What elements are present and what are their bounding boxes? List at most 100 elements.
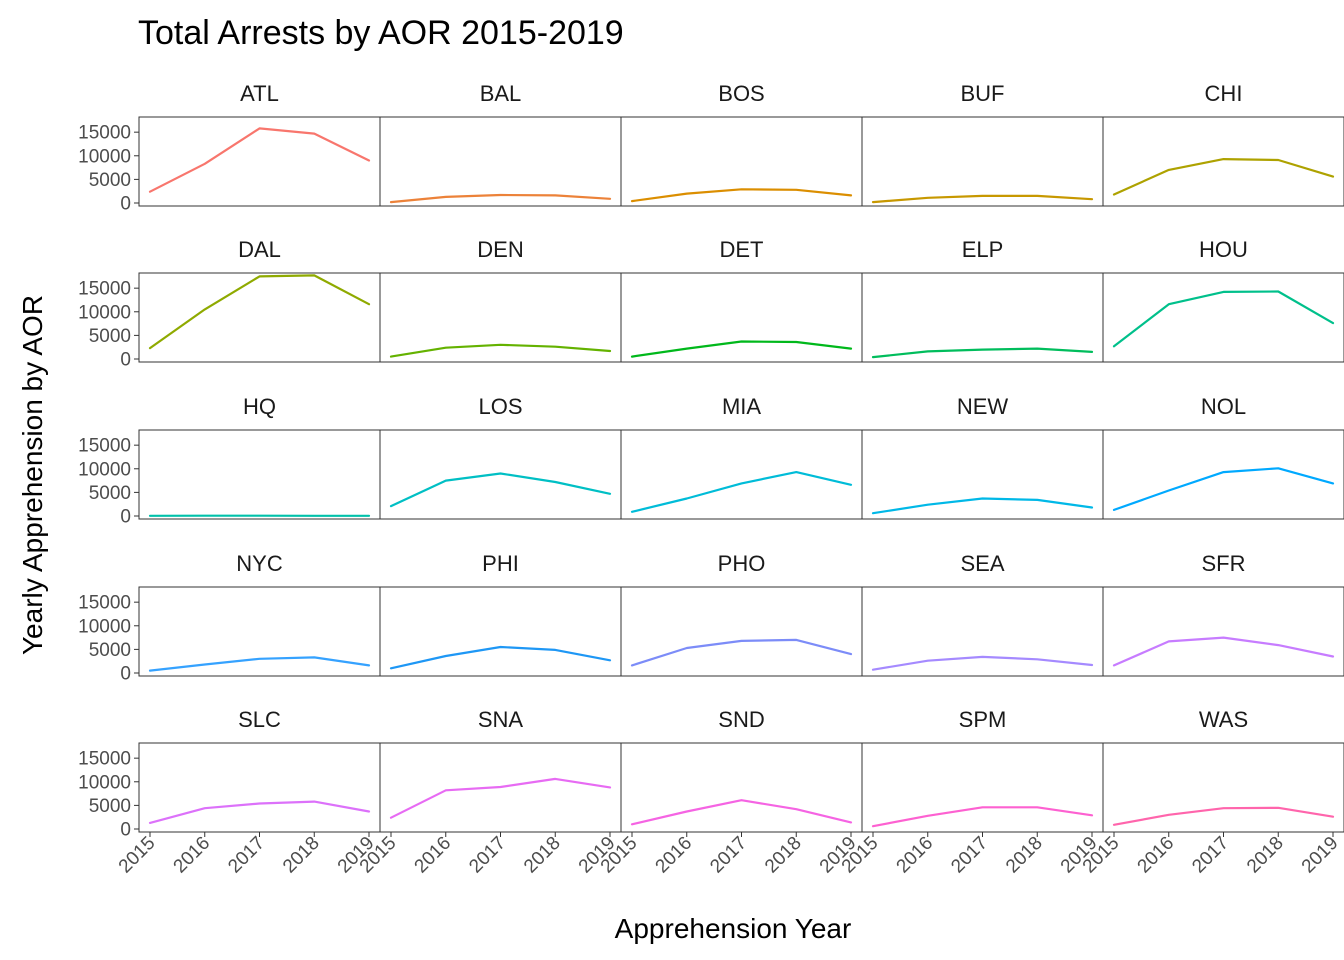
y-tick-label: 0 — [120, 350, 131, 371]
facet-strip-label: LOS — [478, 394, 522, 419]
x-tick-label: 2018 — [1002, 833, 1047, 878]
facet-pho: PHO — [620, 551, 863, 677]
facet-strip-label: NOL — [1201, 394, 1246, 419]
y-tick-label: 0 — [120, 664, 131, 685]
series-line-elp — [871, 347, 1094, 359]
series-line-pho — [630, 638, 853, 667]
y-tick-label: 10000 — [78, 302, 131, 323]
y-tick-label: 15000 — [78, 593, 131, 614]
y-axis-title: Yearly Apprehension by AOR — [17, 295, 48, 655]
x-tick-label: 2018 — [761, 833, 806, 878]
panel-border — [620, 272, 863, 363]
series-line-dal — [148, 274, 371, 350]
panel-border — [1102, 586, 1344, 677]
y-tick-label: 10000 — [78, 459, 131, 480]
facet-strip-label: HOU — [1199, 237, 1248, 262]
x-tick-label: 2017 — [224, 833, 269, 878]
facet-chi: CHI — [1102, 81, 1344, 207]
series-line-nyc — [148, 656, 371, 672]
panel-border — [861, 116, 1104, 207]
facet-hou: HOU — [1102, 237, 1344, 363]
facet-strip-label: MIA — [722, 394, 761, 419]
facet-strip-label: NEW — [957, 394, 1009, 419]
facet-strip-label: NYC — [236, 551, 283, 576]
y-tick-label: 15000 — [78, 279, 131, 300]
panel-border — [861, 742, 1104, 833]
facet-strip-label: DEN — [477, 237, 523, 262]
x-tick-label: 2016 — [652, 833, 697, 878]
y-tick-label: 15000 — [78, 123, 131, 144]
y-tick-label: 0 — [120, 194, 131, 215]
facet-elp: ELP — [861, 237, 1104, 363]
facet-strip-label: SPM — [959, 707, 1007, 732]
series-line-sea — [871, 655, 1094, 671]
facet-strip-label: BAL — [480, 81, 522, 106]
panel-border — [379, 116, 622, 207]
y-tick-label: 0 — [120, 507, 131, 528]
x-tick-label: 2018 — [1243, 833, 1288, 878]
series-line-phi — [389, 645, 612, 670]
x-tick-label: 2017 — [947, 833, 992, 878]
facet-strip-label: PHO — [718, 551, 766, 576]
x-axis-title: Apprehension Year — [615, 913, 852, 944]
panel-border — [620, 586, 863, 677]
x-tick-label: 2017 — [465, 833, 510, 878]
facet-strip-label: WAS — [1199, 707, 1248, 732]
facet-strip-label: SND — [718, 707, 764, 732]
panel-border — [1102, 742, 1344, 833]
x-tick-label: 2016 — [411, 833, 456, 878]
series-line-mia — [630, 471, 853, 513]
facet-strip-label: PHI — [482, 551, 519, 576]
facet-mia: MIA — [620, 394, 863, 520]
y-tick-label: 5000 — [89, 483, 131, 504]
panel-border — [138, 272, 381, 363]
facet-buf: BUF — [861, 81, 1104, 207]
panel-border — [1102, 272, 1344, 363]
series-line-spm — [871, 806, 1094, 828]
facet-strip-label: SNA — [478, 707, 524, 732]
series-line-new — [871, 497, 1094, 515]
y-tick-label: 15000 — [78, 749, 131, 770]
series-line-was — [1112, 806, 1335, 826]
facet-strip-label: DAL — [238, 237, 281, 262]
series-line-den — [389, 343, 612, 358]
panel-border — [138, 429, 381, 520]
facet-strip-label: ATL — [240, 81, 279, 106]
facet-strip-label: SEA — [960, 551, 1004, 576]
panel-border — [138, 742, 381, 833]
series-line-bos — [630, 188, 853, 203]
x-tick-label: 2016 — [1134, 833, 1179, 878]
y-tick-label: 15000 — [78, 436, 131, 457]
facet-bos: BOS — [620, 81, 863, 207]
facet-sfr: SFR — [1102, 551, 1344, 677]
facet-strip-label: HQ — [243, 394, 276, 419]
x-tick-label: 2019 — [1298, 833, 1343, 878]
chart-title: Total Arrests by AOR 2015-2019 — [138, 14, 624, 52]
facet-los: LOS — [379, 394, 622, 520]
panel-border — [861, 429, 1104, 520]
y-tick-label: 0 — [120, 820, 131, 841]
panel-border — [138, 116, 381, 207]
series-line-sfr — [1112, 636, 1335, 667]
series-line-nol — [1112, 467, 1335, 511]
series-line-hou — [1112, 290, 1335, 348]
facet-strip-label: BUF — [961, 81, 1005, 106]
facet-strip-label: SLC — [238, 707, 281, 732]
facet-strip-label: DET — [720, 237, 764, 262]
y-tick-label: 10000 — [78, 616, 131, 637]
y-tick-label: 10000 — [78, 772, 131, 793]
facet-strip-label: SFR — [1202, 551, 1246, 576]
facet-strip-label: BOS — [718, 81, 764, 106]
series-line-buf — [871, 194, 1094, 204]
facet-phi: PHI — [379, 551, 622, 677]
panel-border — [1102, 429, 1344, 520]
